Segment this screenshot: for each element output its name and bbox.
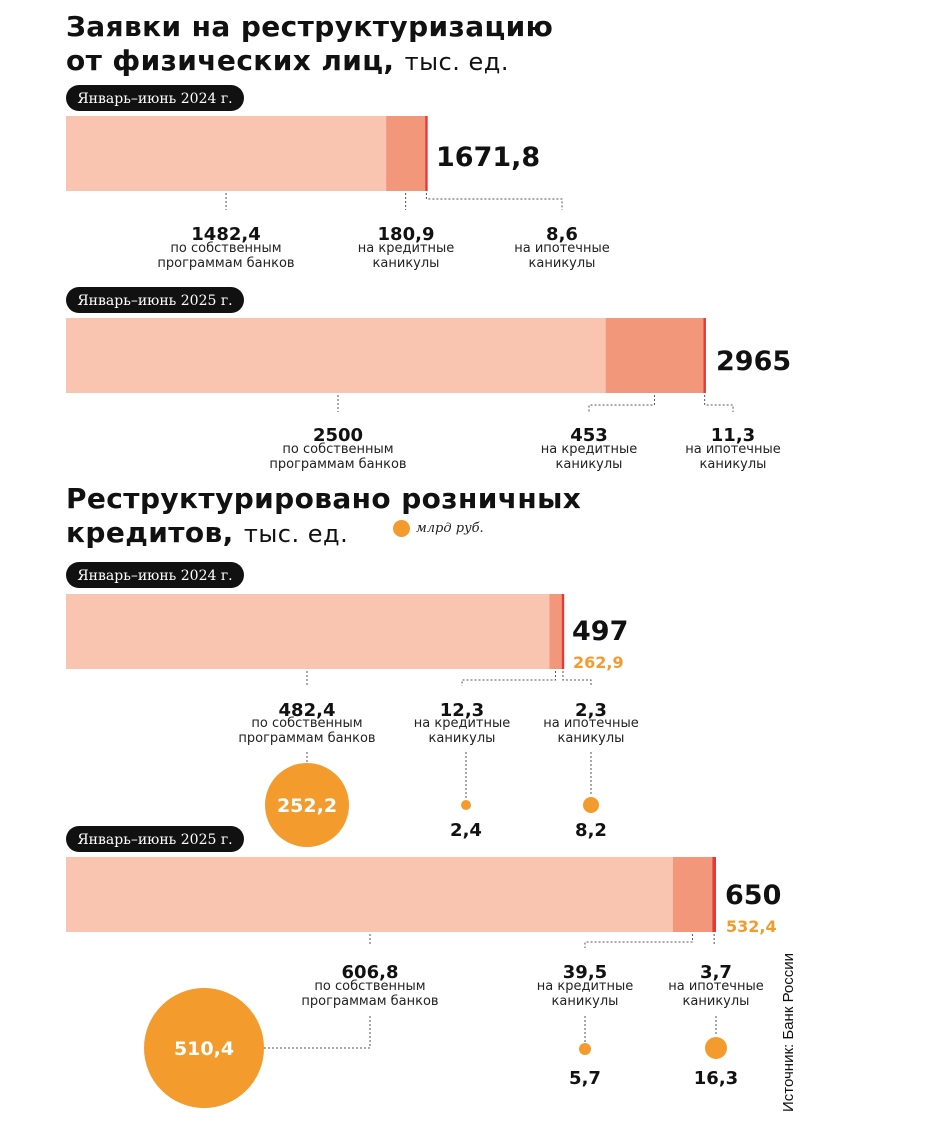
chart4-desc-own-2: программам банков — [301, 994, 438, 1009]
chart3-total-label: 497 — [572, 616, 628, 647]
chart3-leader-credit — [461, 671, 557, 686]
chart2-leader-mortgage — [704, 395, 734, 412]
chart4-bar-own — [66, 857, 673, 932]
chart1-bar-credit — [386, 116, 426, 191]
chart3-leader-mortgage — [562, 671, 592, 686]
section2-unit: тыс. ед. — [243, 520, 349, 548]
chart1-desc-credit-1: на кредитные — [358, 241, 454, 256]
chart4-desc-credit-2: каникулы — [552, 994, 619, 1009]
chart3-desc-credit-1: на кредитные — [414, 716, 510, 731]
chart4-desc-mortgage-1: на ипотечные — [668, 979, 764, 994]
chart4-bar-credit — [672, 857, 713, 932]
chart1-desc-own-2: программам банков — [157, 256, 294, 271]
chart2-leader-credit — [588, 395, 656, 412]
chart1-desc-credit-2: каникулы — [373, 256, 440, 271]
chart4-leader-credit — [584, 934, 694, 948]
chart3-bar-own — [66, 594, 550, 669]
chart2-desc-mortgage-2: каникулы — [700, 457, 767, 472]
chart3-bubble-label-own: 252,2 — [277, 795, 337, 817]
chart4-total-label: 650 — [725, 880, 781, 911]
legend-label: млрд руб. — [416, 520, 484, 536]
chart2-value-mortgage: 11,3 — [711, 425, 755, 446]
chart4-value-mortgage: 3,7 — [700, 962, 732, 983]
chart1-desc-mortgage-1: на ипотечные — [514, 241, 610, 256]
chart4-desc-credit-1: на кредитные — [537, 979, 633, 994]
chart1-period-badge — [66, 85, 244, 111]
chart3-desc-mortgage-2: каникулы — [558, 731, 625, 746]
chart2-total-label: 2965 — [716, 346, 791, 377]
chart3-bubble-label-credit: 2,4 — [450, 820, 482, 841]
chart4-value-credit: 39,5 — [563, 962, 607, 983]
chart4-bubble-credit — [579, 1043, 591, 1055]
source-note: Источник: Банк России — [780, 952, 797, 1112]
section1-title: Заявки на реструктуризацию от физических… — [66, 10, 553, 79]
chart1-value-own: 1482,4 — [191, 224, 260, 245]
chart3-desc-own-2: программам банков — [238, 731, 375, 746]
chart4-bubble-mortgage — [705, 1037, 727, 1059]
chart3-period-badge — [66, 562, 244, 588]
chart1-desc-own-1: по собственным — [170, 241, 281, 256]
chart3-value-mortgage: 2,3 — [575, 700, 607, 721]
chart2-bar-mortgage — [703, 318, 706, 393]
chart3-bubble-own — [265, 763, 349, 847]
chart4-bubble-leader-own — [264, 1016, 371, 1049]
chart1-total-label: 1671,8 — [436, 142, 540, 173]
section1-title-line1: Заявки на реструктуризацию — [66, 10, 554, 43]
section1-unit: тыс. ед. — [404, 48, 509, 76]
chart4-bubble-label-own: 510,4 — [174, 1038, 234, 1060]
chart3-bar-credit — [549, 594, 562, 669]
legend: млрд руб. — [393, 518, 484, 538]
chart2-bar-credit — [605, 318, 704, 393]
chart1-period-label: Январь–июнь 2024 г. — [77, 91, 232, 107]
chart4-period-badge — [66, 826, 244, 852]
chart3-value-own: 482,4 — [279, 700, 336, 721]
legend-dot-icon — [393, 519, 410, 537]
chart3-bubble-mortgage — [583, 797, 599, 813]
chart1-value-mortgage: 8,6 — [546, 224, 578, 245]
chart3-bar-mortgage — [561, 594, 565, 669]
chart1-bar-own — [66, 116, 387, 191]
chart4-bar-mortgage — [712, 857, 716, 932]
chart2-value-credit: 453 — [570, 425, 608, 446]
chart4-bubble-own — [144, 988, 264, 1108]
chart1-desc-mortgage-2: каникулы — [529, 256, 596, 271]
section2-title-line1: Реструктурировано розничных — [66, 482, 582, 515]
chart2-desc-own-1: по собственным — [282, 442, 393, 457]
chart4-period-label: Январь–июнь 2025 г. — [77, 832, 232, 848]
chart2-period-badge — [66, 287, 244, 313]
chart3-desc-mortgage-1: на ипотечные — [543, 716, 639, 731]
chart1-value-credit: 180,9 — [378, 224, 435, 245]
chart3-period-label: Январь–июнь 2024 г. — [77, 568, 232, 584]
chart2-desc-mortgage-1: на ипотечные — [685, 442, 781, 457]
chart4-bubble-label-credit: 5,7 — [569, 1068, 601, 1089]
section2-title: Реструктурировано розничных кредитов, ты… — [66, 482, 581, 551]
chart2-desc-own-2: программам банков — [269, 457, 406, 472]
chart4-bubble-label-mortgage: 16,3 — [694, 1068, 738, 1089]
chart4-total-amount-label: 532,4 — [726, 917, 777, 936]
chart2-desc-credit-1: на кредитные — [541, 442, 637, 457]
chart3-bubble-credit — [461, 800, 471, 810]
chart1-bar-mortgage — [425, 116, 428, 191]
chart3-value-credit: 12,3 — [440, 700, 484, 721]
chart2-bar-own — [66, 318, 606, 393]
chart3-total-amount-label: 262,9 — [573, 653, 624, 672]
chart3-desc-own-1: по собственным — [251, 716, 362, 731]
chart4-desc-mortgage-2: каникулы — [683, 994, 750, 1009]
chart3-desc-credit-2: каникулы — [429, 731, 496, 746]
chart4-desc-own-1: по собственным — [314, 979, 425, 994]
chart1-leader-mortgage — [425, 193, 563, 210]
chart2-value-own: 2500 — [313, 425, 363, 446]
chart4-value-own: 606,8 — [342, 962, 399, 983]
chart3-bubble-label-mortgage: 8,2 — [575, 820, 607, 841]
section1-title-line2: от физических лиц, — [66, 44, 395, 77]
section2-title-line2: кредитов, — [66, 516, 234, 549]
chart2-period-label: Январь–июнь 2025 г. — [77, 293, 232, 309]
chart2-desc-credit-2: каникулы — [556, 457, 623, 472]
